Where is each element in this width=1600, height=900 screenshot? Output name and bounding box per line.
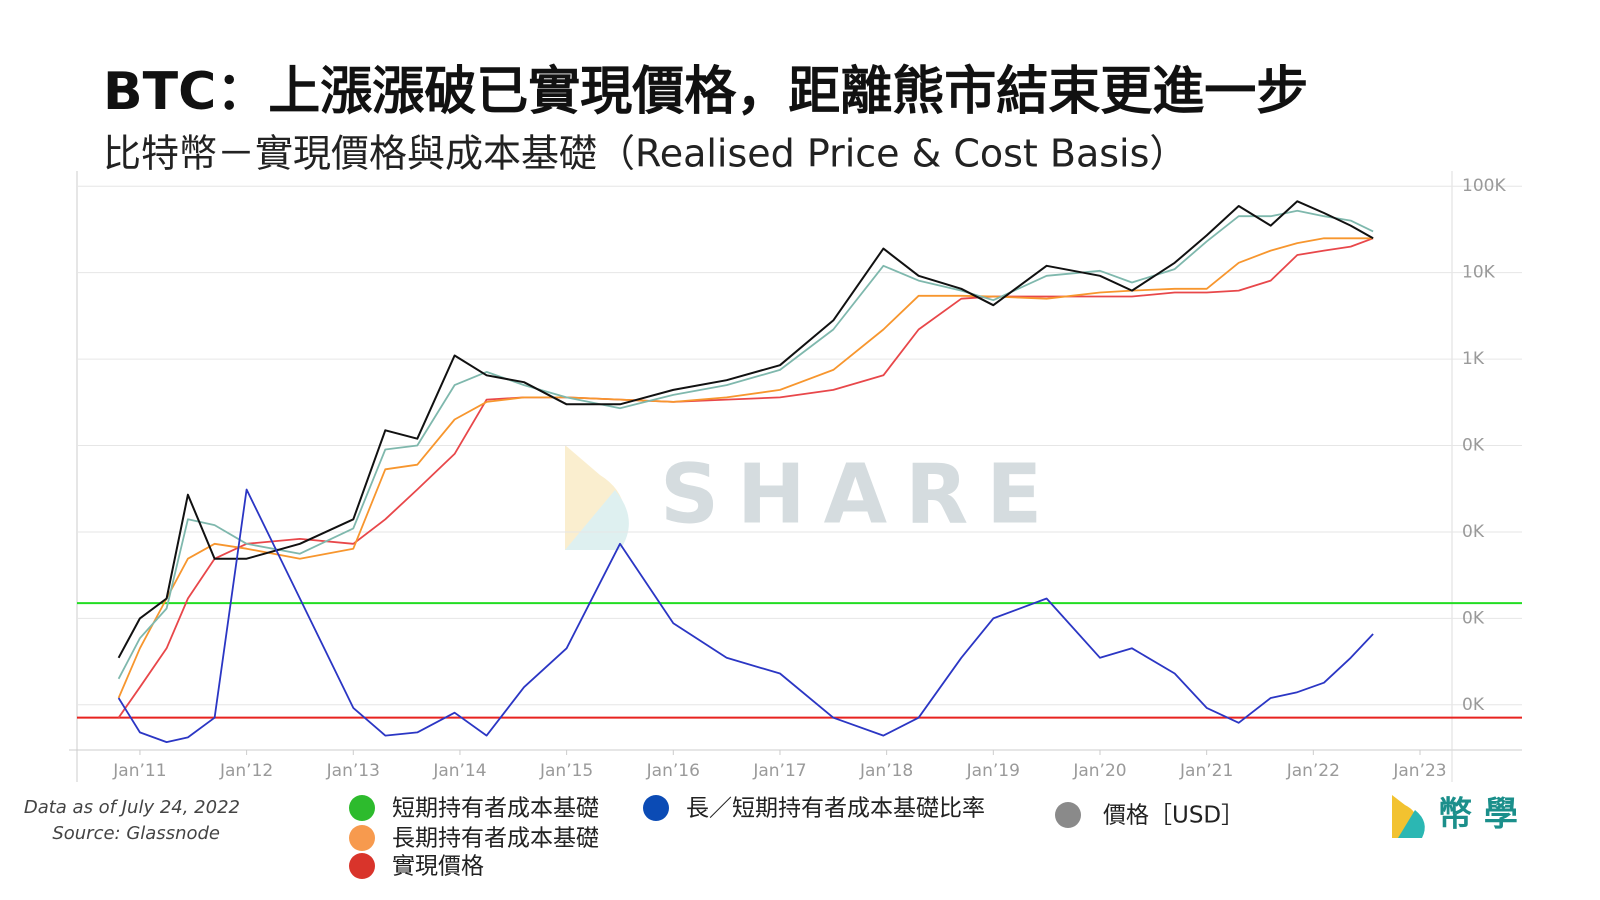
y-tick-label: 100K bbox=[1462, 176, 1506, 196]
x-tick-label: Jan’19 bbox=[966, 761, 1020, 781]
legend-label: 實現價格 bbox=[392, 854, 484, 880]
series-line bbox=[117, 237, 1374, 699]
series-line bbox=[117, 488, 1374, 743]
y-tick-label: 0K bbox=[1462, 522, 1485, 542]
y-tick-label: 0K bbox=[1462, 608, 1485, 628]
legend-marker bbox=[349, 853, 375, 879]
source: Source: Glassnode bbox=[52, 823, 220, 844]
legend-marker bbox=[349, 795, 375, 821]
data-note: Data as of July 24, 2022 bbox=[24, 797, 240, 818]
x-tick-label: Jan’23 bbox=[1392, 761, 1446, 781]
y-tick-label: 10K bbox=[1462, 263, 1496, 283]
x-tick-label: Jan’16 bbox=[646, 761, 700, 781]
watermark-logo bbox=[565, 445, 629, 550]
y-tick-label: 0K bbox=[1462, 695, 1485, 715]
legend-label: 短期持有者成本基礎 bbox=[392, 796, 599, 822]
series-line bbox=[117, 209, 1374, 680]
legend-label: 長／短期持有者成本基礎比率 bbox=[686, 796, 985, 822]
x-tick-label: Jan’12 bbox=[219, 761, 273, 781]
x-tick-label: Jan’22 bbox=[1286, 761, 1340, 781]
legend-marker bbox=[1055, 802, 1081, 828]
brand-logo bbox=[1392, 795, 1425, 838]
brand: 幣 學 bbox=[1438, 795, 1518, 835]
watermark: SHARE bbox=[660, 447, 1060, 542]
chart-title: BTC：上漲漲破已實現價格，距離熊市結束更進一步 bbox=[103, 62, 1308, 122]
legend-marker bbox=[643, 795, 669, 821]
x-tick-label: Jan’11 bbox=[112, 761, 166, 781]
legend-label: 價格［USD］ bbox=[1103, 803, 1244, 829]
legend-marker bbox=[349, 825, 375, 851]
x-tick-label: Jan’18 bbox=[859, 761, 913, 781]
series-line bbox=[117, 200, 1374, 659]
legend-label: 長期持有者成本基礎 bbox=[392, 826, 599, 852]
y-tick-label: 0K bbox=[1462, 436, 1485, 456]
x-tick-label: Jan’15 bbox=[539, 761, 593, 781]
x-tick-label: Jan’13 bbox=[326, 761, 380, 781]
series-line bbox=[117, 237, 1374, 719]
x-tick-label: Jan’14 bbox=[432, 761, 486, 781]
x-tick-label: Jan’21 bbox=[1179, 761, 1233, 781]
x-tick-label: Jan’20 bbox=[1072, 761, 1126, 781]
chart-subtitle: 比特幣－實現價格與成本基礎（Realised Price & Cost Basi… bbox=[103, 132, 1187, 176]
x-tick-label: Jan’17 bbox=[752, 761, 806, 781]
y-tick-label: 1K bbox=[1462, 349, 1485, 369]
